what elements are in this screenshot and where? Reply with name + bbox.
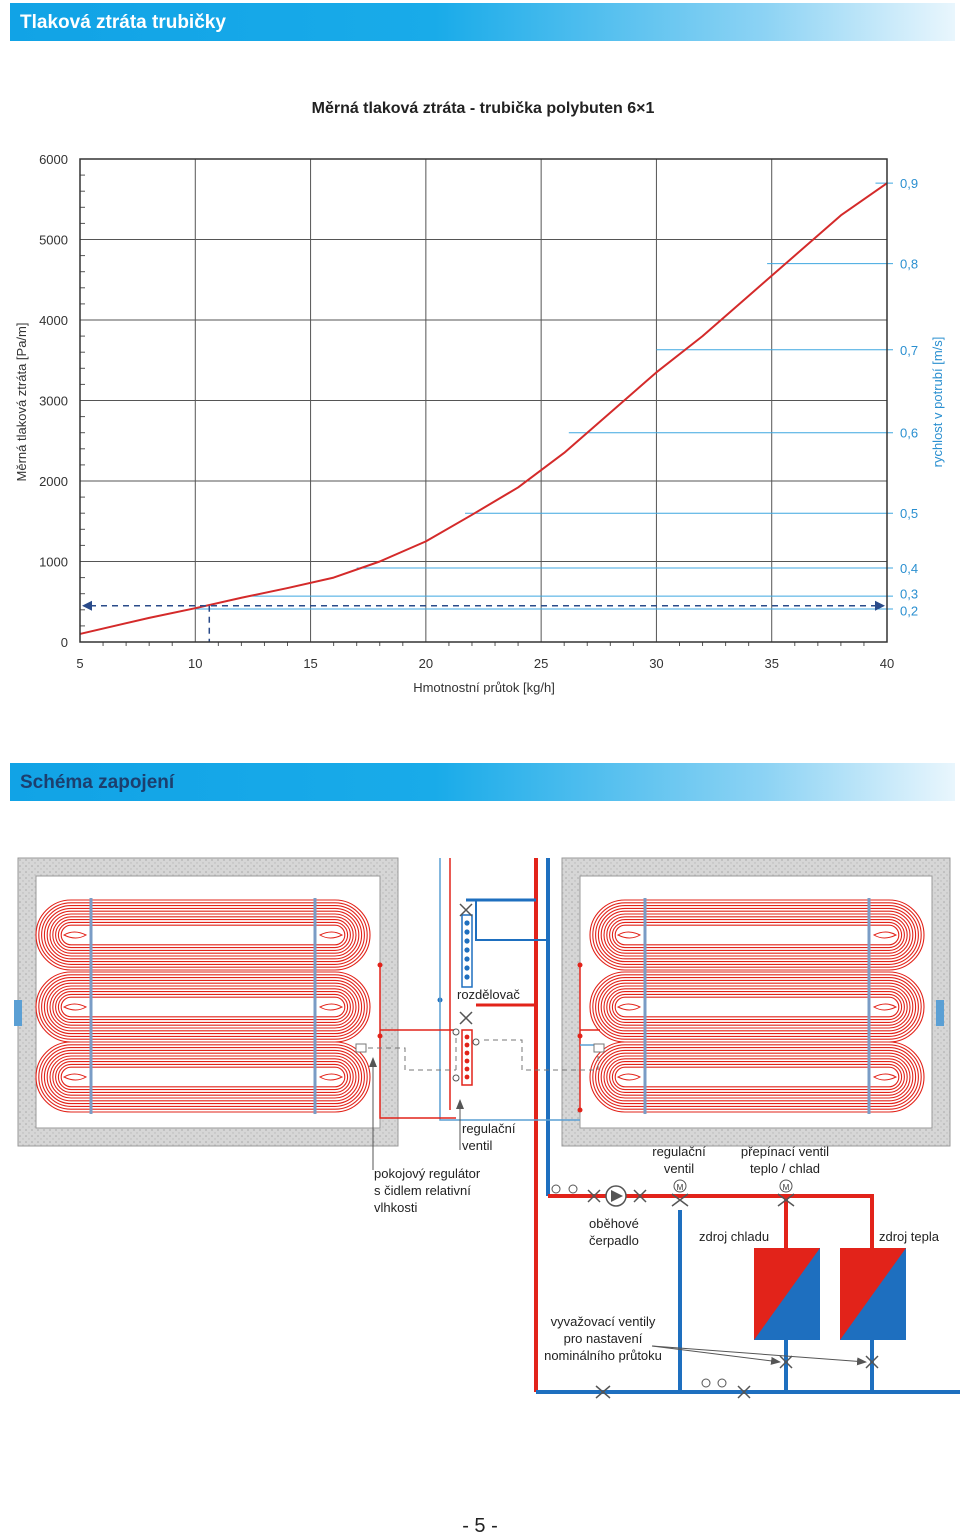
section-header-pressure-loss: Tlaková ztráta trubičky <box>10 3 955 41</box>
x-axis-label: Hmotnostní průtok [kg/h] <box>413 680 555 695</box>
label-zdroj-tepla: zdroj tepla <box>879 1229 940 1244</box>
x-tick-label: 20 <box>419 656 433 671</box>
label-obehove-2: čerpadlo <box>589 1233 639 1248</box>
label-zdroj-chladu: zdroj chladu <box>699 1229 769 1244</box>
series-line <box>79 182 888 635</box>
velocity-label: 0,2 <box>900 604 918 619</box>
manifold-pipes <box>355 858 960 1394</box>
label-pokojovy-3: vlhkosti <box>374 1200 417 1215</box>
heating-loop <box>589 970 925 1044</box>
velocity-label: 0,7 <box>900 343 918 358</box>
chart-title: Měrná tlaková ztráta - trubička polybute… <box>312 100 655 117</box>
y-axis-label: Měrná tlaková ztráta [Pa/m] <box>14 323 29 482</box>
velocity-lines: 0,2 0,3 0,4 0,5 0,6 0,7 0,8 0,9 <box>195 176 918 619</box>
x-tick-label: 15 <box>303 656 317 671</box>
motor-icon-1 <box>673 1179 687 1193</box>
label-pokojovy-2: s čidlem relativní <box>374 1183 471 1198</box>
source-units <box>650 1194 906 1392</box>
y-tick-label: 6000 <box>39 152 68 167</box>
label-reg-ventil-b1: regulační <box>652 1144 706 1159</box>
heating-loop <box>35 1040 371 1114</box>
plot-frame <box>79 158 888 643</box>
heating-loop <box>589 898 925 972</box>
diagram-labels: rozdělovač regulační ventil pokojový reg… <box>374 987 940 1363</box>
motor-icon-2 <box>779 1179 793 1193</box>
distributor-manifold <box>452 903 480 1086</box>
label-obehove-1: oběhové <box>589 1216 639 1231</box>
velocity-label: 0,6 <box>900 426 918 441</box>
label-vyvaz-3: nominálního průtoku <box>544 1348 662 1363</box>
x-tick-label: 5 <box>76 656 83 671</box>
velocity-label: 0,4 <box>900 561 918 576</box>
arrow-left-icon <box>82 600 92 611</box>
heating-loop <box>35 970 371 1044</box>
chart-ticks: 5 10 15 20 25 30 35 40 0 1000 2000 3000 4000 5000 6000 <box>39 152 894 671</box>
motor-label-2: M <box>783 1183 790 1192</box>
label-reg-ventil-b2: ventil <box>664 1161 694 1176</box>
velocity-label: 0,9 <box>900 176 918 191</box>
heating-loops <box>35 898 925 1114</box>
x-tick-label: 10 <box>188 656 202 671</box>
page-number: - 5 - <box>462 1515 498 1537</box>
label-pokojovy-1: pokojový regulátor <box>374 1166 481 1181</box>
label-vyvaz-2: pro nastavení <box>564 1331 643 1346</box>
label-vyvaz-1: vyvažovací ventily <box>551 1314 656 1329</box>
section-header-wiring: Schéma zapojení <box>10 763 955 801</box>
label-reg-ventil-1: regulační <box>462 1121 516 1136</box>
pointer-lines <box>369 1057 867 1366</box>
wiring-diagram: M M rozdělovač regulační ventil pokojový… <box>14 857 960 1399</box>
heating-loop <box>589 1040 925 1114</box>
y-tick-label: 0 <box>61 635 68 650</box>
y-tick-label: 4000 <box>39 313 68 328</box>
y-tick-label: 2000 <box>39 474 68 489</box>
section-title: Tlaková ztráta trubičky <box>20 12 226 33</box>
pressure-loss-chart: Měrná tlaková ztráta - trubička polybute… <box>14 100 945 695</box>
motor-label-1: M <box>677 1183 684 1192</box>
x-tick-label: 40 <box>880 656 894 671</box>
label-rozdelovac: rozdělovač <box>457 987 520 1002</box>
window-left <box>14 1000 22 1026</box>
velocity-label: 0,8 <box>900 257 918 272</box>
chart-series <box>79 182 888 635</box>
label-prepinaci-1: přepínací ventil <box>741 1144 829 1159</box>
velocity-label: 0,3 <box>900 587 918 602</box>
arrow-right-icon <box>875 600 885 611</box>
label-prepinaci-2: teplo / chlad <box>750 1161 820 1176</box>
y-tick-label: 1000 <box>39 555 68 570</box>
chart-grid <box>80 159 887 642</box>
y-tick-label: 5000 <box>39 233 68 248</box>
window-right <box>936 1000 944 1026</box>
example-reading <box>82 600 885 642</box>
section-title-wiring: Schéma zapojení <box>20 772 175 793</box>
x-tick-label: 35 <box>764 656 778 671</box>
heating-loop <box>35 898 371 972</box>
label-reg-ventil-2: ventil <box>462 1138 492 1153</box>
valves: M M <box>551 1179 879 1399</box>
x-tick-label: 30 <box>649 656 663 671</box>
x-tick-label: 25 <box>534 656 548 671</box>
y2-axis-label: rychlost v potrubí [m/s] <box>930 337 945 468</box>
y-tick-label: 3000 <box>39 394 68 409</box>
velocity-label: 0,5 <box>900 506 918 521</box>
